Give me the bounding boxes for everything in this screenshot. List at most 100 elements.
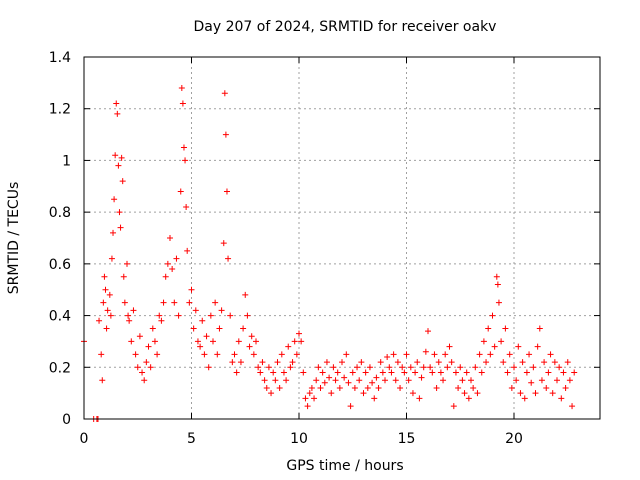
data-point: [308, 384, 315, 391]
data-point: [470, 384, 477, 391]
data-point: [397, 384, 404, 391]
x-tick-label: 0: [80, 431, 89, 447]
data-point: [375, 384, 382, 391]
data-point: [425, 328, 431, 335]
data-point: [147, 364, 154, 371]
data-point: [319, 369, 326, 376]
data-point: [287, 364, 294, 371]
data-point: [145, 343, 152, 350]
data-point: [489, 312, 496, 319]
data-point: [455, 384, 462, 391]
data-point: [182, 157, 189, 164]
data-point: [532, 390, 539, 397]
data-point: [394, 359, 401, 366]
data-point: [358, 359, 365, 366]
data-point: [270, 369, 277, 376]
data-point: [315, 364, 322, 371]
data-point: [128, 338, 135, 345]
data-point: [293, 351, 300, 358]
data-point: [225, 255, 232, 262]
data-point: [444, 364, 451, 371]
data-point: [571, 369, 578, 376]
data-point: [442, 351, 449, 358]
data-point: [354, 364, 361, 371]
data-point: [278, 351, 285, 358]
data-point: [545, 369, 552, 376]
data-point: [130, 307, 137, 314]
data-point: [216, 325, 223, 332]
data-point: [229, 359, 236, 366]
data-point: [551, 359, 558, 366]
data-point: [386, 364, 393, 371]
data-point: [440, 377, 447, 384]
data-point: [480, 338, 487, 345]
data-point: [498, 338, 505, 345]
data-point: [536, 325, 543, 332]
data-point: [134, 364, 141, 371]
data-point: [188, 286, 195, 293]
data-point: [448, 359, 455, 366]
data-point: [207, 312, 214, 319]
x-tick-label: 10: [290, 431, 308, 447]
x-tick-label: 5: [187, 431, 196, 447]
data-point: [221, 90, 228, 97]
data-point: [483, 359, 490, 366]
data-point: [311, 395, 318, 402]
data-point: [538, 377, 545, 384]
data-point: [474, 390, 481, 397]
data-point: [259, 359, 266, 366]
data-point: [283, 377, 290, 384]
data-point: [459, 377, 466, 384]
data-point: [194, 338, 201, 345]
data-point: [201, 351, 208, 358]
data-point: [446, 343, 453, 350]
data-point: [549, 390, 556, 397]
data-point: [495, 299, 502, 306]
data-point: [173, 255, 180, 262]
data-point: [427, 364, 434, 371]
data-point: [220, 240, 227, 247]
y-tick-label: 0: [62, 412, 71, 428]
data-point: [154, 351, 161, 358]
data-point: [502, 325, 509, 332]
data-point: [246, 343, 253, 350]
data-point: [556, 364, 563, 371]
data-point: [547, 351, 554, 358]
data-point: [392, 377, 399, 384]
axis-ticks: [83, 56, 600, 420]
data-point: [390, 351, 397, 358]
data-point: [437, 369, 444, 376]
data-point: [203, 333, 210, 340]
data-point: [151, 338, 158, 345]
data-point: [513, 377, 520, 384]
data-point: [98, 351, 105, 358]
data-point: [125, 312, 132, 319]
data-point: [362, 369, 369, 376]
data-point: [485, 325, 492, 332]
data-point: [326, 374, 333, 381]
data-point: [158, 317, 165, 324]
data-point: [379, 369, 386, 376]
data-point: [108, 255, 115, 262]
data-point: [321, 379, 328, 386]
data-point: [405, 377, 412, 384]
data-point: [136, 333, 143, 340]
data-point: [205, 364, 212, 371]
y-tick-label: 0.4: [49, 309, 71, 325]
data-point: [289, 359, 296, 366]
data-point: [296, 330, 302, 337]
data-point: [99, 377, 106, 384]
data-point: [504, 369, 511, 376]
data-point: [351, 384, 358, 391]
data-point: [401, 369, 408, 376]
data-point: [330, 364, 337, 371]
data-point: [452, 369, 459, 376]
data-point: [169, 266, 176, 273]
data-point: [472, 364, 479, 371]
data-point: [323, 359, 330, 366]
data-point: [96, 317, 103, 324]
data-point: [160, 299, 167, 306]
data-point: [463, 369, 470, 376]
data-point: [541, 359, 548, 366]
grid-layer: [84, 57, 600, 419]
